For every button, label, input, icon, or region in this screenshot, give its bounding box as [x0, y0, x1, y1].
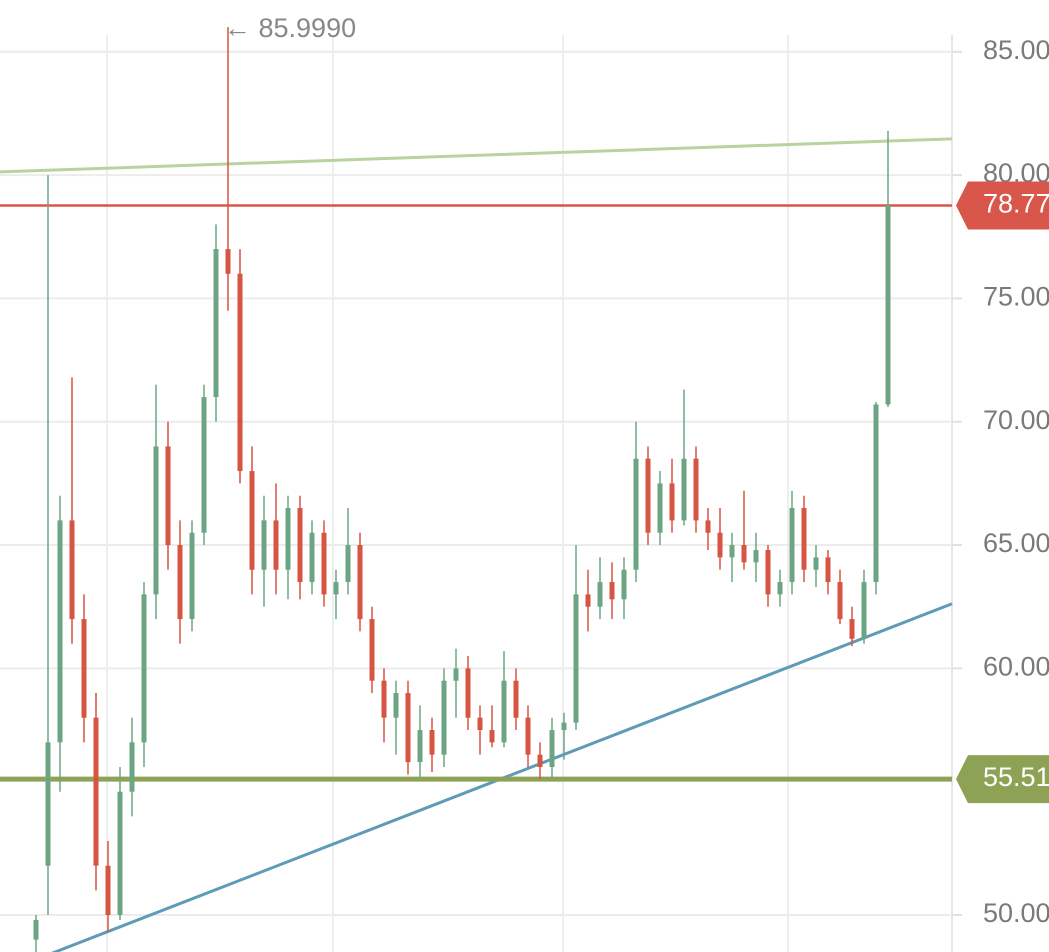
candle-body	[357, 545, 363, 620]
candle-body	[285, 508, 291, 570]
candle-body	[33, 919, 39, 940]
candle-body	[309, 532, 315, 583]
candle-body	[549, 730, 555, 768]
candle-body	[165, 446, 171, 546]
candle-body	[201, 397, 207, 533]
candle-body	[453, 668, 459, 681]
y-tick-label: 85.00	[983, 35, 1049, 65]
candle-body	[705, 520, 711, 533]
candle-body	[117, 791, 123, 916]
candle-body	[141, 594, 147, 743]
candle-body	[381, 680, 387, 718]
candle-body	[621, 569, 627, 600]
candle-body	[189, 532, 195, 620]
candle-body	[93, 717, 99, 866]
price-tag-label: 78.77	[983, 189, 1049, 219]
candle-body	[585, 594, 591, 607]
candle-body	[609, 582, 615, 600]
candle-body	[717, 532, 723, 558]
candle-body	[789, 508, 795, 583]
candle-body	[393, 693, 399, 718]
candle-body	[729, 545, 735, 558]
candle-body	[129, 742, 135, 792]
candle-body	[249, 471, 255, 570]
candle-body	[873, 404, 879, 583]
candle-body	[405, 693, 411, 763]
candle-body	[321, 532, 327, 595]
candle-body	[441, 680, 447, 755]
candle-body	[633, 458, 639, 570]
candle-body	[369, 619, 375, 681]
candle-body	[573, 594, 579, 723]
y-tick-label: 75.00	[983, 282, 1049, 312]
y-tick-label: 70.00	[983, 405, 1049, 435]
candle-body	[801, 508, 807, 570]
price-tag-label: 55.51	[983, 762, 1049, 792]
candle-body	[333, 582, 339, 595]
y-tick-label: 60.00	[983, 651, 1049, 681]
candle-body	[885, 205, 891, 405]
price-tag	[956, 755, 1049, 804]
candle-body	[777, 582, 783, 595]
candle-body	[657, 483, 663, 533]
candle-body	[465, 668, 471, 718]
candle-body	[825, 557, 831, 583]
price-tag	[956, 181, 1049, 230]
candle-body	[69, 520, 75, 620]
trend-line	[51, 602, 953, 952]
candle-body	[489, 730, 495, 743]
candle-body	[153, 446, 159, 595]
candle-body	[597, 582, 603, 607]
candle-body	[513, 680, 519, 718]
candle-body	[537, 754, 543, 768]
candle-body	[273, 520, 279, 570]
candle-body	[765, 549, 771, 595]
y-tick-label: 50.00	[983, 898, 1049, 928]
candle-body	[813, 557, 819, 570]
candle-body	[501, 680, 507, 743]
candle-body	[225, 249, 231, 274]
candle-body	[753, 549, 759, 563]
candle-body	[261, 520, 267, 570]
candle-body	[345, 545, 351, 583]
candle-body	[177, 545, 183, 620]
candle-body	[645, 458, 651, 533]
candle-body	[669, 483, 675, 521]
candle-body	[861, 582, 867, 639]
candle-body	[45, 742, 51, 866]
candle-body	[561, 722, 567, 731]
candle-body	[237, 273, 243, 472]
candle-body	[213, 249, 219, 398]
candle-body	[477, 717, 483, 731]
candle-body	[105, 865, 111, 916]
candle-body	[57, 520, 63, 743]
candle-body	[693, 458, 699, 521]
high-annotation: ← 85.9990	[224, 13, 356, 43]
candle-body	[741, 545, 747, 563]
trend-line	[0, 137, 953, 174]
candle-body	[681, 458, 687, 521]
candle-body	[837, 582, 843, 620]
y-tick-label: 65.00	[983, 528, 1049, 558]
candle-body	[417, 730, 423, 763]
candle-body	[81, 619, 87, 718]
candle-body	[297, 508, 303, 583]
candle-body	[849, 619, 855, 639]
vertical-grid	[106, 35, 789, 952]
candle-body	[525, 717, 531, 755]
candle-body	[429, 730, 435, 755]
